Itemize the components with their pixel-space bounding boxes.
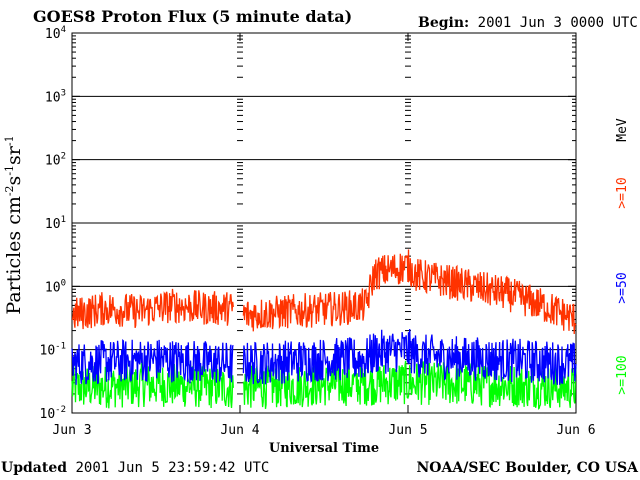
legend-entry: >=50: [615, 272, 630, 303]
legend: MeV >=10 >=50 >=100: [615, 118, 630, 394]
y-tick-label: 103: [45, 88, 66, 105]
y-tick-label: 102: [45, 152, 66, 169]
day-boundary-ticks: [237, 35, 411, 395]
y-tick-label: 10-2: [40, 405, 67, 422]
series-line: [242, 328, 577, 385]
y-axis-label: Particles cm-2s-1sr-1: [3, 135, 25, 314]
legend-entry: >=10: [615, 177, 630, 208]
data-series: [71, 249, 577, 410]
series-line: [242, 359, 577, 410]
credit: NOAA/SEC Boulder, CO USA: [416, 460, 639, 476]
legend-entry: >=100: [615, 355, 630, 394]
legend-units: MeV: [615, 118, 630, 142]
begin-time: Begin: 2001 Jun 3 0000 UTC: [418, 15, 638, 31]
x-tick-label: Jun 4: [220, 423, 259, 438]
y-tick-label: 104: [45, 25, 66, 42]
series-line: [71, 288, 234, 330]
x-tick-label: Jun 3: [52, 423, 91, 438]
x-tick-label: Jun 6: [556, 423, 595, 438]
series-line: [242, 249, 577, 335]
updated-time: Updated 2001 Jun 5 23:59:42 UTC: [1, 460, 270, 476]
y-tick-label: 101: [45, 215, 66, 232]
y-tick-label: 100: [45, 278, 66, 295]
y-tick-label: 10-1: [40, 342, 67, 359]
series-line: [71, 339, 234, 385]
x-axis-label: Universal Time: [269, 441, 379, 456]
x-tick-labels: Jun 3 Jun 4 Jun 5 Jun 6: [52, 33, 596, 438]
chart-title: GOES8 Proton Flux (5 minute data): [33, 7, 353, 26]
y-tick-labels: 10-2 10-1 100 101 102 103 104: [40, 25, 67, 422]
x-tick-label: Jun 5: [388, 423, 427, 438]
